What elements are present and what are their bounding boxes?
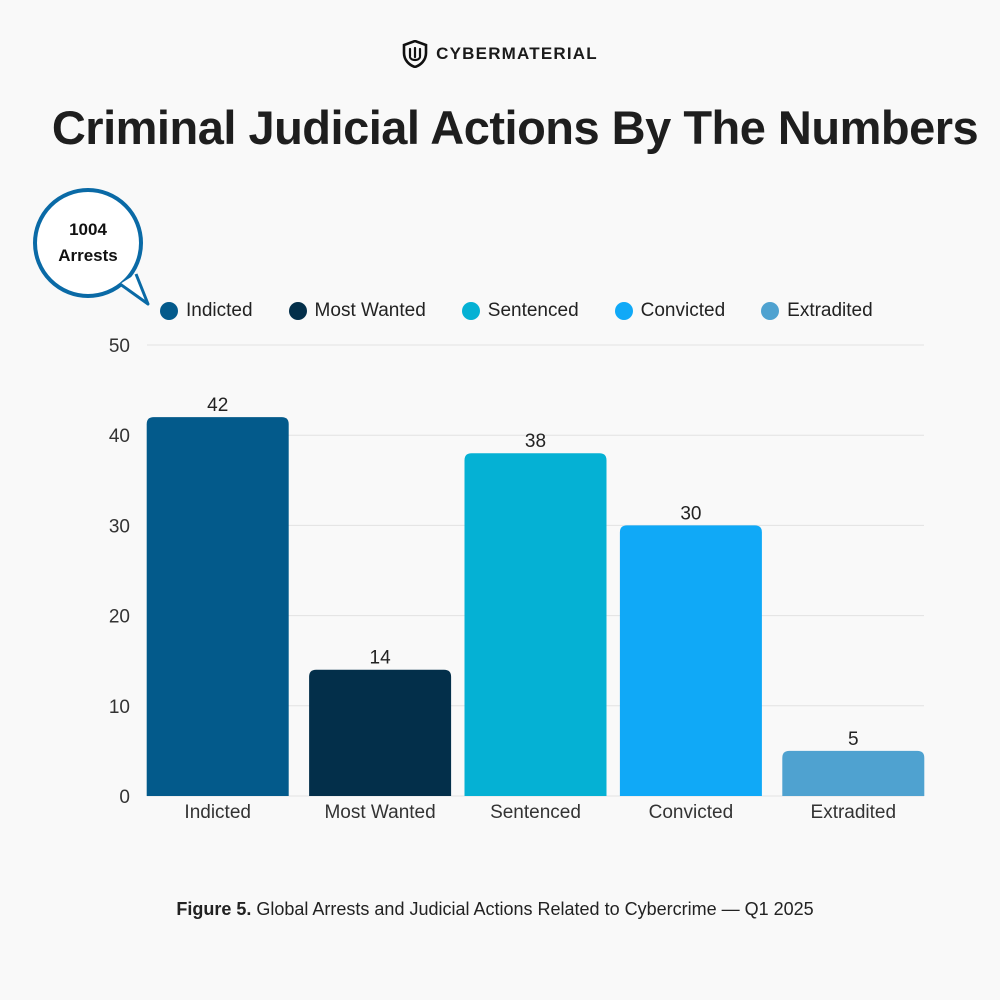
bar-value-label: 42 (207, 395, 228, 416)
legend-label: Most Wanted (314, 300, 426, 321)
brand-header: CYBERMATERIAL (0, 40, 1000, 68)
brand-name: CYBERMATERIAL (436, 44, 598, 63)
legend-label: Indicted (186, 300, 253, 321)
x-tick-label: Sentenced (490, 802, 581, 823)
legend-item: Indicted (160, 300, 253, 322)
arrests-callout-value: 1004 (69, 220, 107, 239)
bar (782, 750, 925, 796)
x-tick-label: Extradited (811, 802, 897, 823)
chart-legend: Indicted Most Wanted Sentenced Convicted Ext… (160, 300, 873, 322)
bar-value-label: 30 (680, 503, 701, 524)
y-tick-label: 50 (109, 336, 130, 357)
legend-item: Most Wanted (288, 300, 426, 322)
y-tick-label: 20 (109, 607, 130, 628)
bar-value-label: 5 (848, 729, 859, 750)
legend-swatch (761, 302, 780, 320)
figure-label: Figure 5. (176, 899, 252, 919)
legend-swatch (461, 302, 480, 320)
legend-item: Extradited (761, 300, 873, 322)
legend-label: Convicted (640, 300, 726, 321)
legend-swatch (288, 302, 307, 320)
y-tick-label: 40 (109, 426, 130, 447)
callout-tail (119, 273, 150, 306)
legend-item: Sentenced (461, 300, 579, 322)
arrests-callout: 1004 Arrests (33, 188, 143, 298)
y-tick-label: 10 (109, 697, 130, 718)
bar-chart: 0 10 20 30 40 50 42 Indicted 14 Most Wanted 38 Sent… (109, 336, 925, 823)
figure-caption: Figure 5. Global Arrests and Judicial Ac… (0, 899, 990, 920)
legend-label: Sentenced (487, 300, 579, 321)
bar (619, 525, 762, 796)
x-tick-label: Indicted (184, 802, 251, 823)
x-tick-label: Most Wanted (324, 802, 435, 823)
bar (146, 417, 289, 796)
x-tick-label: Convicted (649, 802, 734, 823)
bar-value-label: 14 (370, 648, 392, 669)
shield-icon (402, 40, 428, 68)
legend-label: Extradited (787, 300, 873, 321)
bar (464, 453, 607, 796)
page-title: Criminal Judicial Actions By The Numbers (51, 101, 979, 154)
bar-value-label: 38 (525, 431, 546, 452)
bar (309, 669, 452, 796)
legend-swatch (614, 302, 633, 320)
y-tick-label: 0 (119, 787, 130, 808)
figure-caption-text: Global Arrests and Judicial Actions Rela… (256, 899, 814, 919)
legend-item: Convicted (614, 300, 726, 322)
legend-swatch (160, 302, 178, 320)
y-tick-label: 30 (109, 516, 130, 537)
arrests-callout-label: Arrests (58, 246, 118, 265)
